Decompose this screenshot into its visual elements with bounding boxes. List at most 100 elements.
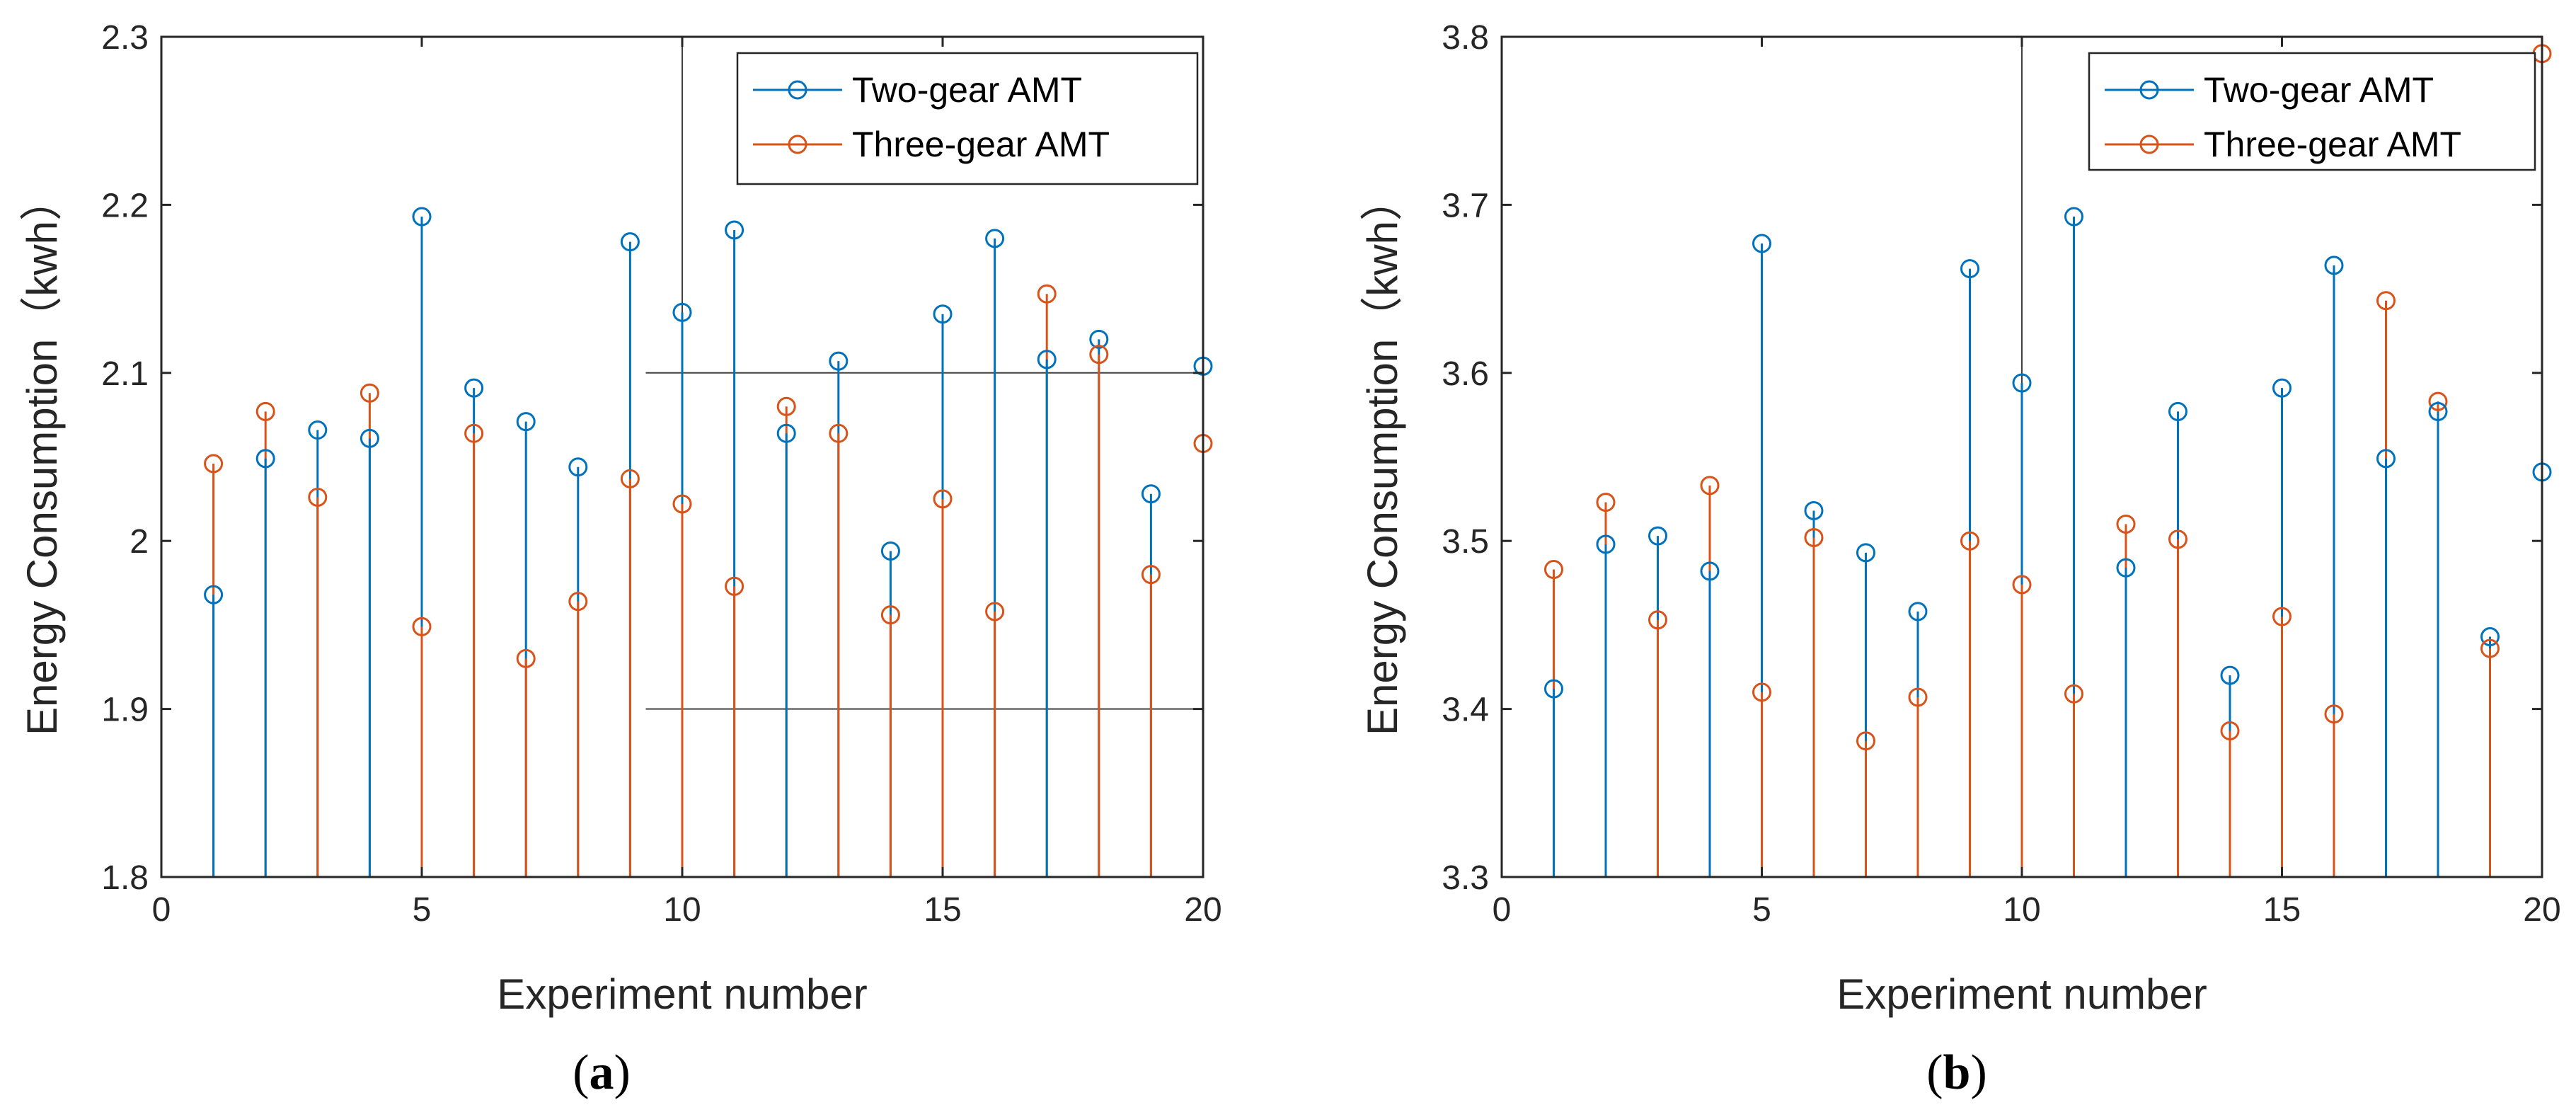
legend-box: [736, 52, 1199, 185]
marker-two-gear: [360, 428, 379, 448]
x-tick-label: 0: [152, 891, 171, 929]
marker-two-gear: [2376, 449, 2396, 469]
marker-two-gear: [1960, 259, 1979, 279]
marker-three-gear: [2116, 514, 2136, 534]
legend-entry-label: Three-gear AMT: [852, 125, 1110, 164]
marker-two-gear: [2116, 558, 2136, 578]
marker-three-gear: [2428, 391, 2448, 411]
marker-three-gear: [725, 576, 744, 596]
marker-three-gear: [2376, 291, 2396, 311]
marker-three-gear: [1037, 284, 1057, 304]
marker-two-gear: [829, 351, 849, 371]
x-tick-label: 15: [924, 891, 961, 929]
x-tick-label: 0: [1493, 891, 1512, 929]
marker-three-gear: [1752, 682, 1771, 702]
panel-label-open-paren: (: [1926, 1045, 1943, 1100]
marker-three-gear: [255, 401, 275, 421]
x-tick-label: 20: [2523, 891, 2560, 929]
marker-two-gear: [412, 207, 432, 227]
marker-three-gear: [880, 605, 900, 625]
marker-three-gear: [1141, 565, 1161, 585]
marker-three-gear: [985, 602, 1005, 621]
marker-two-gear: [1908, 602, 1928, 621]
legend-entry-label: Two-gear AMT: [852, 70, 1082, 110]
marker-two-gear: [2324, 256, 2344, 275]
marker-two-gear: [1544, 679, 1563, 699]
y-tick-label: 1.8: [101, 859, 149, 897]
x-axis-label: Experiment number: [1836, 970, 2207, 1018]
marker-two-gear: [1141, 484, 1161, 504]
panel-label-open-paren: (: [573, 1045, 589, 1100]
marker-three-gear: [2272, 607, 2292, 626]
y-tick-label: 2.1: [101, 355, 149, 393]
panel-label-letter: a: [590, 1045, 614, 1100]
x-axis-label: Experiment number: [497, 970, 868, 1018]
marker-two-gear: [880, 541, 900, 561]
marker-two-gear: [1856, 543, 1875, 563]
y-tick-label: 3.3: [1442, 859, 1489, 897]
marker-three-gear: [2220, 721, 2240, 740]
marker-three-gear: [1596, 493, 1616, 512]
marker-two-gear: [1089, 329, 1109, 349]
legend-swatch-marker: [2139, 80, 2159, 100]
x-tick-label: 5: [413, 891, 432, 929]
x-tick-label: 15: [2263, 891, 2301, 929]
y-tick-label: 3.4: [1442, 692, 1489, 729]
marker-three-gear: [516, 648, 536, 668]
marker-two-gear: [308, 420, 328, 440]
marker-two-gear: [255, 449, 275, 469]
panel-label-letter: b: [1943, 1045, 1971, 1100]
marker-three-gear: [1908, 687, 1928, 707]
x-tick-label: 20: [1184, 891, 1221, 929]
marker-three-gear: [2012, 575, 2032, 595]
y-tick-label: 2.2: [101, 187, 149, 224]
y-tick-label: 3.6: [1442, 355, 1489, 393]
marker-three-gear: [568, 592, 588, 612]
panel-label: (b): [1926, 1045, 1987, 1100]
marker-two-gear: [464, 378, 484, 398]
marker-two-gear: [776, 423, 796, 443]
y-tick-label: 3.7: [1442, 187, 1489, 224]
legend-swatch-marker: [788, 80, 807, 100]
marker-three-gear: [933, 489, 953, 509]
marker-three-gear: [672, 494, 692, 514]
marker-three-gear: [1089, 345, 1109, 365]
y-tick-label: 2: [130, 523, 149, 561]
marker-two-gear: [1037, 350, 1057, 369]
marker-two-gear: [2480, 627, 2500, 647]
marker-two-gear: [568, 457, 588, 477]
marker-two-gear: [2012, 373, 2032, 393]
marker-three-gear: [204, 454, 224, 474]
marker-two-gear: [204, 585, 224, 604]
marker-three-gear: [620, 469, 640, 488]
marker-three-gear: [1960, 531, 1979, 551]
marker-two-gear: [2272, 378, 2292, 398]
marker-two-gear: [672, 302, 692, 322]
marker-three-gear: [1648, 610, 1667, 630]
marker-two-gear: [516, 412, 536, 432]
legend-swatch-marker: [788, 134, 807, 154]
y-tick-label: 3.5: [1442, 523, 1489, 561]
marker-two-gear: [985, 229, 1005, 248]
marker-three-gear: [360, 383, 379, 403]
marker-two-gear: [1804, 500, 1824, 520]
marker-two-gear: [2428, 401, 2448, 421]
marker-three-gear: [2480, 638, 2500, 658]
y-tick-label: 2.3: [101, 19, 149, 57]
marker-two-gear: [1648, 526, 1667, 546]
marker-three-gear: [1544, 560, 1563, 580]
marker-three-gear: [1804, 527, 1824, 547]
y-axis-label: Energy Consumption（kwh）: [18, 178, 66, 735]
legend-entry-label: Two-gear AMT: [2204, 70, 2434, 110]
marker-three-gear: [2168, 529, 2187, 549]
x-tick-label: 10: [2003, 891, 2040, 929]
marker-three-gear: [1700, 476, 1720, 495]
y-tick-label: 3.8: [1442, 19, 1489, 57]
x-tick-label: 10: [663, 891, 701, 929]
panel-label: (a): [573, 1045, 631, 1100]
panel-label-close-paren: ): [1970, 1045, 1986, 1100]
marker-two-gear: [620, 232, 640, 252]
marker-two-gear: [2220, 665, 2240, 685]
marker-two-gear: [725, 220, 744, 240]
